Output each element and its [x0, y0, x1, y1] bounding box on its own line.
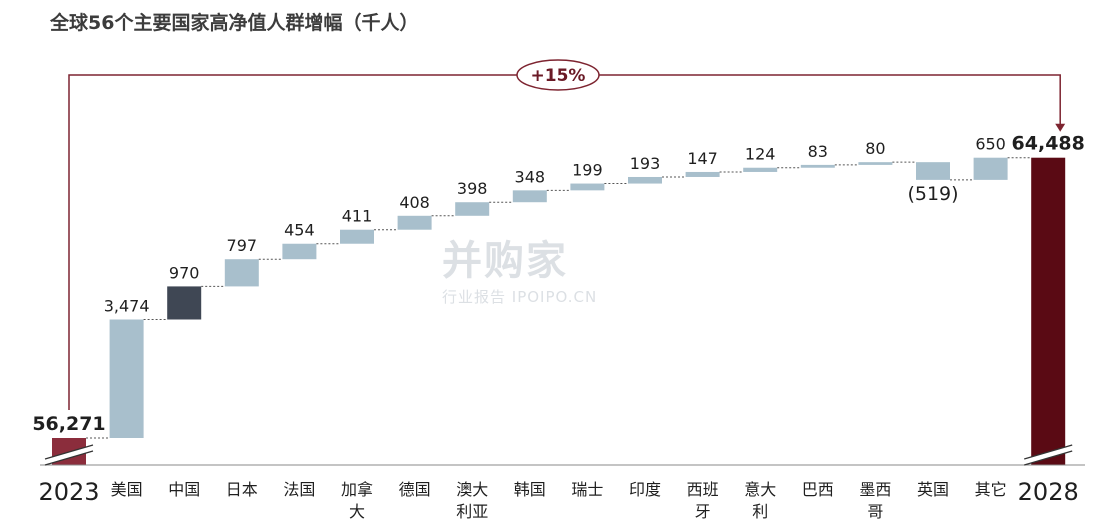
- value-label: 147: [687, 149, 718, 168]
- value-label: (519): [907, 183, 958, 205]
- value-label: 454: [284, 221, 315, 240]
- value-label: 3,474: [104, 296, 150, 315]
- bar-step: [743, 167, 778, 172]
- bar-step: [858, 162, 893, 165]
- growth-bracket: [68, 74, 1061, 410]
- category-label: 法国: [283, 480, 315, 499]
- category-label: 英国: [917, 480, 949, 499]
- axis-break-end: [1024, 445, 1073, 465]
- value-label: 80: [865, 139, 885, 158]
- value-label: 970: [169, 263, 200, 282]
- category-label: 澳大: [456, 480, 488, 499]
- category-label: 意大: [744, 480, 776, 499]
- value-label-end: 64,488: [1012, 133, 1085, 155]
- chart-title: 全球56个主要国家高净值人群增幅（千人）: [50, 12, 419, 34]
- axis-break-line: [1024, 450, 1073, 466]
- value-label: 411: [342, 207, 373, 226]
- bar-end: [1031, 157, 1066, 465]
- category-label: 韩国: [514, 480, 546, 499]
- axis-break-line: [44, 450, 94, 466]
- bar-step: [973, 157, 1008, 180]
- bar-step: [224, 259, 259, 287]
- category-label: 巴西: [802, 480, 834, 499]
- category-label: 牙: [695, 502, 711, 521]
- category-label: 美国: [111, 480, 143, 499]
- bar-step: [282, 243, 317, 260]
- bar-step: [455, 202, 490, 216]
- bar-step: [340, 229, 374, 244]
- value-label: 124: [745, 145, 776, 164]
- category-label: 哥: [867, 502, 883, 521]
- value-label: 398: [457, 179, 488, 198]
- category-label: 中国: [168, 480, 200, 499]
- growth-badge-label: +15%: [531, 66, 586, 86]
- category-label: 西班: [687, 480, 719, 499]
- category-label: 利: [752, 502, 768, 521]
- growth-badge: [516, 59, 600, 91]
- category-label: 印度: [629, 480, 661, 499]
- bar-step: [800, 164, 835, 168]
- bar-step: [397, 215, 432, 230]
- bar-step: [628, 176, 662, 184]
- bar-step: [570, 183, 605, 191]
- bar-step: [109, 319, 144, 438]
- value-label: 193: [630, 154, 661, 173]
- value-label: 83: [808, 142, 828, 161]
- bar-step: [512, 190, 547, 203]
- growth-arrowhead: [1055, 123, 1066, 132]
- category-label: 德国: [399, 480, 431, 499]
- category-label: 其它: [975, 480, 1007, 499]
- category-label-start: 2023: [38, 478, 99, 506]
- bar-step: [916, 162, 950, 180]
- axis-break-line: [44, 444, 94, 460]
- bar-step: [167, 286, 202, 320]
- category-label: 墨西: [859, 480, 891, 499]
- value-label: 199: [572, 161, 603, 180]
- value-label: 797: [227, 236, 258, 255]
- bar-step: [685, 171, 720, 177]
- category-label: 加拿: [341, 480, 373, 499]
- category-label: 日本: [226, 480, 258, 499]
- category-label: 瑞士: [571, 480, 603, 499]
- axis-break-start: [45, 445, 93, 465]
- value-label: 408: [399, 193, 430, 212]
- category-label: 利亚: [456, 502, 488, 521]
- value-label: 650: [975, 135, 1006, 154]
- axis-break-line: [1024, 444, 1073, 460]
- category-label: 大: [349, 502, 365, 521]
- value-label: 348: [515, 167, 546, 186]
- category-label-end: 2028: [1018, 478, 1079, 506]
- value-label-start: 56,271: [32, 413, 105, 435]
